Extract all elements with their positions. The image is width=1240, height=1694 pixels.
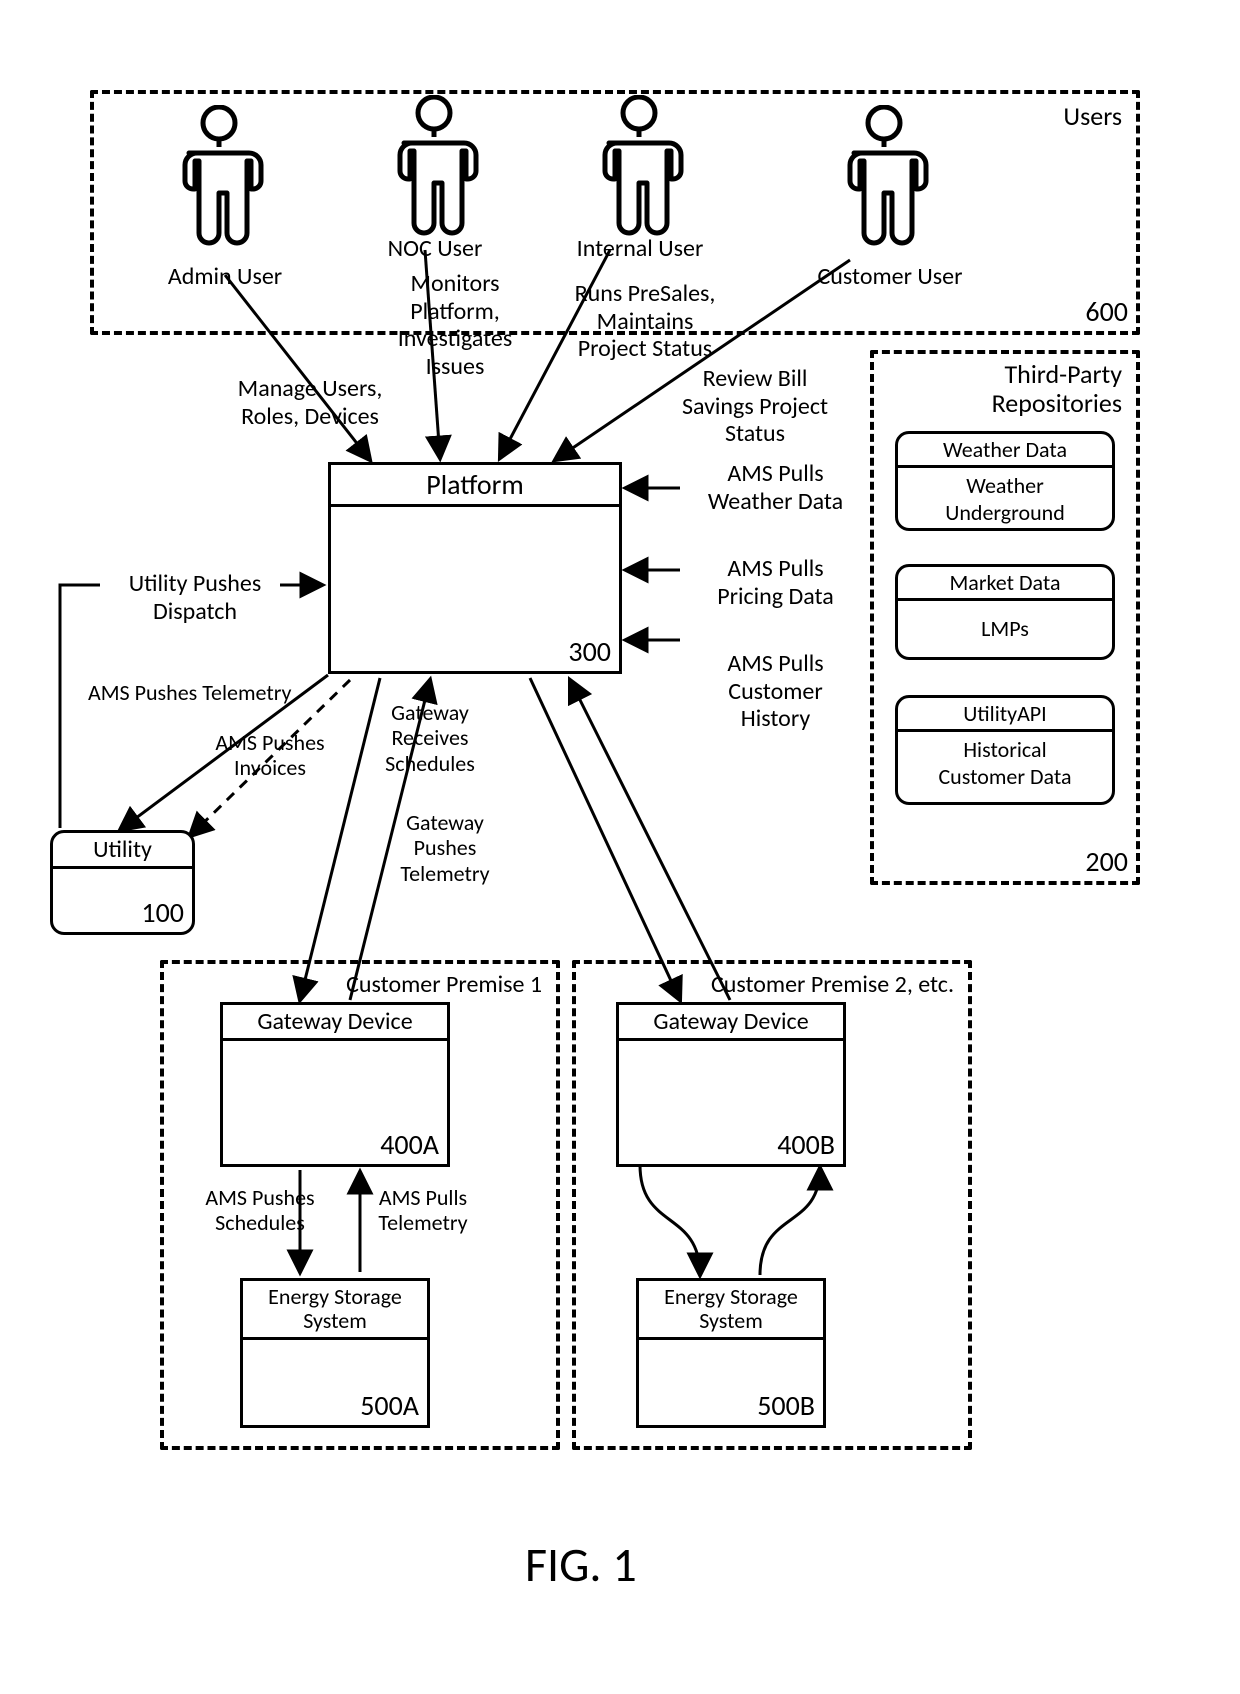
node-gateway-a-title: Gateway Device <box>223 1005 447 1041</box>
node-ess-a: Energy Storage System 500A <box>240 1278 430 1428</box>
node-market: Market Data LMPs <box>895 564 1115 660</box>
edge-pull-weather: AMS Pulls Weather Data <box>688 460 863 515</box>
node-platform-ref: 300 <box>568 634 611 669</box>
node-ess-a-title: Energy Storage System <box>243 1281 427 1340</box>
user-noc-label: NOC User <box>360 235 510 263</box>
edge-gw-recv-sched: Gateway Receives Schedules <box>360 700 500 776</box>
edge-admin-mgr: Manage Users, Roles, Devices <box>210 375 410 430</box>
edge-ams-push-telemetry: AMS Pushes Telemetry <box>88 680 358 705</box>
person-admin-icon <box>165 105 275 270</box>
node-ess-b-ref: 500B <box>757 1388 815 1423</box>
person-customer-icon <box>830 105 940 270</box>
node-gateway-a: Gateway Device 400A <box>220 1002 450 1167</box>
node-utilapi-body: Historical Customer Data <box>898 732 1112 794</box>
node-utilapi-title: UtilityAPI <box>898 698 1112 732</box>
node-weather-title: Weather Data <box>898 434 1112 468</box>
node-utility: Utility 100 <box>50 830 195 935</box>
node-market-title: Market Data <box>898 567 1112 601</box>
node-utility-title: Utility <box>53 833 192 869</box>
user-admin-label: Admin User <box>145 263 305 291</box>
edge-util-push-dispatch: Utility Pushes Dispatch <box>100 570 290 625</box>
region-users-label: Users <box>1063 100 1122 132</box>
node-ess-b: Energy Storage System 500B <box>636 1278 826 1428</box>
node-ess-a-ref: 500A <box>360 1388 419 1423</box>
edge-ams-push-invoices: AMS Pushes Invoices <box>190 730 350 781</box>
node-gateway-b: Gateway Device 400B <box>616 1002 846 1167</box>
edge-gw-push-telem: Gateway Pushes Telemetry <box>370 810 520 886</box>
edge-ams-push-sched: AMS Pushes Schedules <box>180 1185 340 1236</box>
edge-pull-history: AMS Pulls Customer History <box>688 650 863 733</box>
figure-title: FIG. 1 <box>525 1535 637 1594</box>
node-market-body: LMPs <box>898 601 1112 646</box>
edge-noc-mon: Monitors Platform, Investigates Issues <box>370 270 540 380</box>
edge-cust-review: Review Bill Savings Project Status <box>650 365 860 448</box>
region-premise-2-label: Customer Premise 2, etc. <box>711 970 954 999</box>
edge-ams-pull-telem: AMS Pulls Telemetry <box>348 1185 498 1236</box>
node-gateway-b-title: Gateway Device <box>619 1005 843 1041</box>
region-thirdparty-label: Third-Party Repositories <box>992 360 1122 417</box>
node-utility-ref: 100 <box>141 895 184 930</box>
node-platform-title: Platform <box>331 465 619 507</box>
node-weather-body: Weather Underground <box>898 468 1112 530</box>
edge-internal-run: Runs PreSales, Maintains Project Status <box>545 280 745 363</box>
region-premise-1-label: Customer Premise 1 <box>346 970 542 999</box>
region-users-ref: 600 <box>1085 294 1128 329</box>
user-customer-label: Customer User <box>790 263 990 291</box>
node-weather: Weather Data Weather Underground <box>895 431 1115 531</box>
edge-pull-pricing: AMS Pulls Pricing Data <box>688 555 863 610</box>
node-gateway-b-ref: 400B <box>777 1127 835 1162</box>
node-utilapi: UtilityAPI Historical Customer Data <box>895 695 1115 805</box>
node-gateway-a-ref: 400A <box>380 1127 439 1162</box>
user-internal-label: Internal User <box>555 235 725 263</box>
region-thirdparty-ref: 200 <box>1085 844 1128 879</box>
node-platform: Platform 300 <box>328 462 622 674</box>
node-ess-b-title: Energy Storage System <box>639 1281 823 1340</box>
